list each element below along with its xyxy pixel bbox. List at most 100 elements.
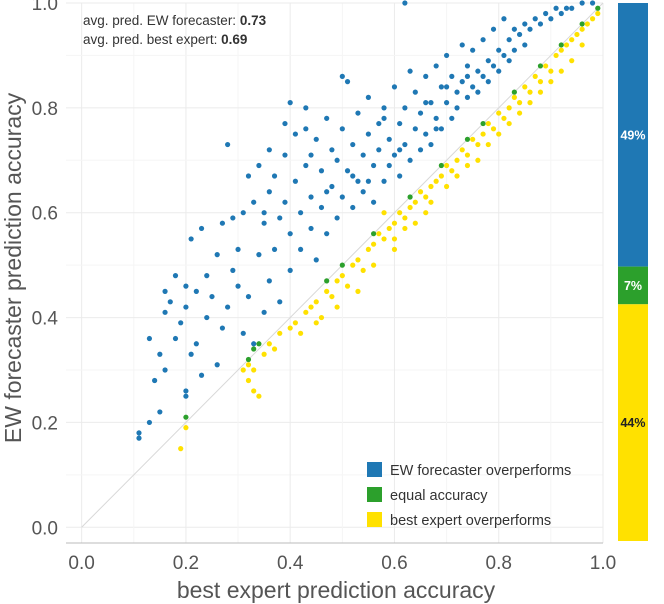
point-ew-overperforms bbox=[449, 73, 455, 79]
point-ew-overperforms bbox=[324, 115, 330, 121]
point-best-overperforms bbox=[584, 21, 590, 27]
point-best-overperforms bbox=[334, 304, 340, 310]
point-best-overperforms bbox=[423, 210, 429, 216]
point-ew-overperforms bbox=[433, 63, 439, 69]
point-equal-accuracy bbox=[183, 414, 189, 420]
bar-label-equal: 7% bbox=[624, 279, 642, 293]
point-best-overperforms bbox=[344, 283, 351, 289]
point-ew-overperforms bbox=[402, 141, 408, 148]
point-ew-overperforms bbox=[428, 100, 434, 106]
point-ew-overperforms bbox=[464, 73, 471, 79]
point-ew-overperforms bbox=[365, 94, 371, 100]
point-best-overperforms bbox=[402, 225, 408, 232]
point-best-overperforms bbox=[376, 231, 382, 237]
point-ew-overperforms bbox=[240, 210, 246, 216]
point-best-overperforms bbox=[245, 377, 252, 384]
point-ew-overperforms bbox=[339, 194, 345, 200]
point-ew-overperforms bbox=[334, 215, 340, 221]
point-best-overperforms bbox=[543, 63, 549, 69]
y-tick-label: 0.6 bbox=[32, 204, 58, 225]
point-ew-overperforms bbox=[391, 84, 398, 90]
point-ew-overperforms bbox=[318, 168, 325, 174]
point-ew-overperforms bbox=[360, 189, 366, 195]
point-ew-overperforms bbox=[381, 115, 387, 121]
point-ew-overperforms bbox=[543, 10, 549, 17]
point-best-overperforms bbox=[496, 131, 502, 137]
point-ew-overperforms bbox=[198, 372, 205, 378]
point-ew-overperforms bbox=[183, 388, 189, 394]
point-best-overperforms bbox=[417, 189, 424, 195]
point-ew-overperforms bbox=[522, 21, 528, 27]
point-best-overperforms bbox=[579, 42, 585, 48]
legend-swatch-best bbox=[367, 512, 382, 527]
point-best-overperforms bbox=[511, 94, 517, 100]
point-ew-overperforms bbox=[443, 52, 450, 59]
point-equal-accuracy bbox=[579, 21, 585, 27]
point-ew-overperforms bbox=[266, 189, 272, 195]
point-ew-overperforms bbox=[464, 94, 471, 100]
point-ew-overperforms bbox=[428, 141, 434, 148]
point-best-overperforms bbox=[490, 126, 497, 132]
point-best-overperforms bbox=[563, 42, 570, 48]
point-best-overperforms bbox=[355, 257, 361, 263]
x-tick-label: 0.6 bbox=[381, 553, 407, 574]
point-ew-overperforms bbox=[193, 341, 199, 347]
point-ew-overperforms bbox=[303, 162, 309, 169]
point-ew-overperforms bbox=[136, 430, 142, 436]
point-equal-accuracy bbox=[251, 346, 257, 352]
point-ew-overperforms bbox=[318, 204, 325, 211]
point-ew-overperforms bbox=[381, 105, 387, 111]
point-best-overperforms bbox=[261, 351, 267, 357]
point-best-overperforms bbox=[464, 162, 471, 169]
point-ew-overperforms bbox=[563, 5, 570, 11]
point-best-overperforms bbox=[240, 367, 246, 373]
point-ew-overperforms bbox=[152, 377, 158, 384]
point-ew-overperforms bbox=[381, 178, 387, 184]
point-best-overperforms bbox=[454, 173, 460, 179]
point-ew-overperforms bbox=[365, 131, 371, 137]
point-best-overperforms bbox=[397, 210, 403, 216]
point-ew-overperforms bbox=[475, 89, 481, 95]
point-best-overperforms bbox=[386, 225, 392, 232]
point-best-overperforms bbox=[501, 115, 507, 121]
point-best-overperforms bbox=[496, 110, 502, 116]
point-equal-accuracy bbox=[558, 42, 564, 48]
y-tick-label: 0.0 bbox=[32, 518, 58, 539]
point-ew-overperforms bbox=[506, 58, 512, 64]
point-ew-overperforms bbox=[475, 68, 481, 74]
point-ew-overperforms bbox=[282, 152, 288, 158]
point-best-overperforms bbox=[527, 100, 533, 106]
point-best-overperforms bbox=[558, 68, 564, 74]
point-ew-overperforms bbox=[287, 231, 293, 237]
point-best-overperforms bbox=[470, 136, 476, 142]
point-ew-overperforms bbox=[261, 309, 267, 315]
point-best-overperforms bbox=[480, 131, 486, 137]
x-tick-label: 0.0 bbox=[68, 553, 94, 574]
point-ew-overperforms bbox=[516, 31, 523, 38]
point-best-overperforms bbox=[256, 393, 262, 399]
point-ew-overperforms bbox=[350, 141, 356, 148]
legend-label-best: best expert overperforms bbox=[390, 513, 551, 529]
bar-segment-equal bbox=[618, 266, 648, 305]
point-best-overperforms bbox=[371, 241, 377, 247]
point-best-overperforms bbox=[365, 246, 371, 253]
point-ew-overperforms bbox=[157, 351, 163, 357]
point-best-overperforms bbox=[548, 79, 554, 85]
point-ew-overperforms bbox=[496, 47, 502, 53]
point-ew-overperforms bbox=[350, 173, 356, 179]
point-ew-overperforms bbox=[339, 73, 345, 79]
point-equal-accuracy bbox=[595, 5, 601, 11]
point-ew-overperforms bbox=[344, 168, 351, 174]
point-best-overperforms bbox=[454, 157, 460, 163]
point-ew-overperforms bbox=[334, 157, 340, 163]
legend-swatch-ew bbox=[367, 462, 382, 477]
point-ew-overperforms bbox=[292, 131, 298, 137]
point-ew-overperforms bbox=[308, 225, 314, 232]
point-equal-accuracy bbox=[511, 89, 517, 95]
point-ew-overperforms bbox=[183, 304, 189, 310]
point-ew-overperforms bbox=[251, 199, 257, 205]
point-best-overperforms bbox=[553, 52, 559, 59]
point-best-overperforms bbox=[318, 314, 325, 321]
point-ew-overperforms bbox=[308, 152, 314, 158]
point-best-overperforms bbox=[391, 246, 398, 253]
